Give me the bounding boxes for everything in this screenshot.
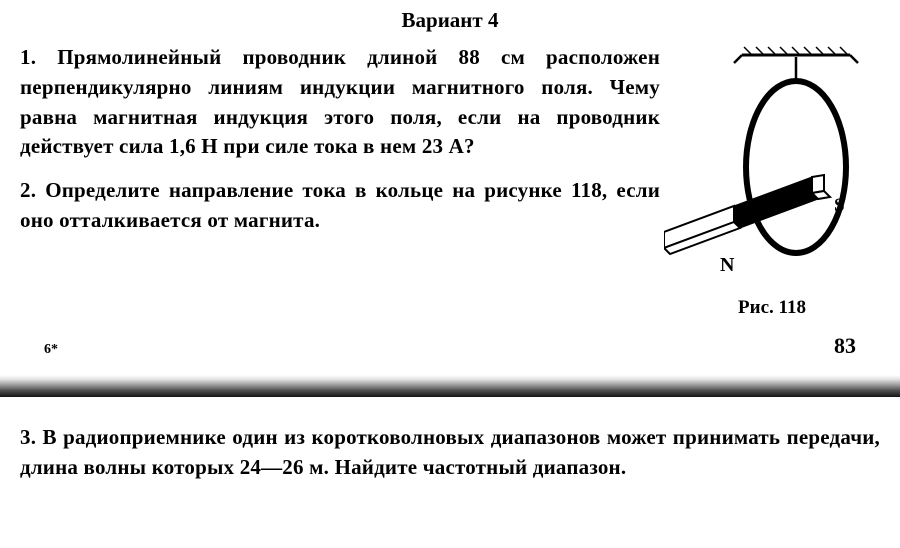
page-number: 83 xyxy=(834,333,856,359)
content-row: 1. Прямолинейный проводник длиной 88 см … xyxy=(20,43,880,319)
page-lower: 3. В радиоприемнике один из коротковолно… xyxy=(0,397,900,483)
ring-front xyxy=(796,81,846,253)
text-column: 1. Прямолинейный проводник длиной 88 см … xyxy=(20,43,660,250)
problem-2: 2. Определите направление тока в кольце … xyxy=(20,176,660,236)
problem-text: В радиоприемнике один из коротковолновых… xyxy=(20,425,880,479)
label-s: S xyxy=(834,195,845,216)
figure-column: S N Рис. 118 xyxy=(664,43,880,319)
problem-number: 2. xyxy=(20,178,36,202)
problem-text: Определите направление тока в кольце на … xyxy=(20,178,660,232)
problem-number: 1. xyxy=(20,45,36,69)
label-n: N xyxy=(720,254,735,276)
page-divider xyxy=(0,375,900,397)
page-upper: Вариант 4 1. Прямолинейный проводник дли… xyxy=(0,0,900,359)
problem-3: 3. В радиоприемнике один из коротковолно… xyxy=(20,423,880,483)
problem-number: 3. xyxy=(20,425,36,449)
variant-heading: Вариант 4 xyxy=(20,8,880,33)
figure-caption: Рис. 118 xyxy=(664,297,880,319)
footnote-mark: 6* xyxy=(44,342,58,358)
problem-text: Прямолинейный проводник длиной 88 см рас… xyxy=(20,45,660,158)
problem-1: 1. Прямолинейный проводник длиной 88 см … xyxy=(20,43,660,162)
ring-back xyxy=(746,81,796,253)
figure-118: S N xyxy=(664,43,880,293)
footer-row: 6* 83 xyxy=(20,319,880,359)
